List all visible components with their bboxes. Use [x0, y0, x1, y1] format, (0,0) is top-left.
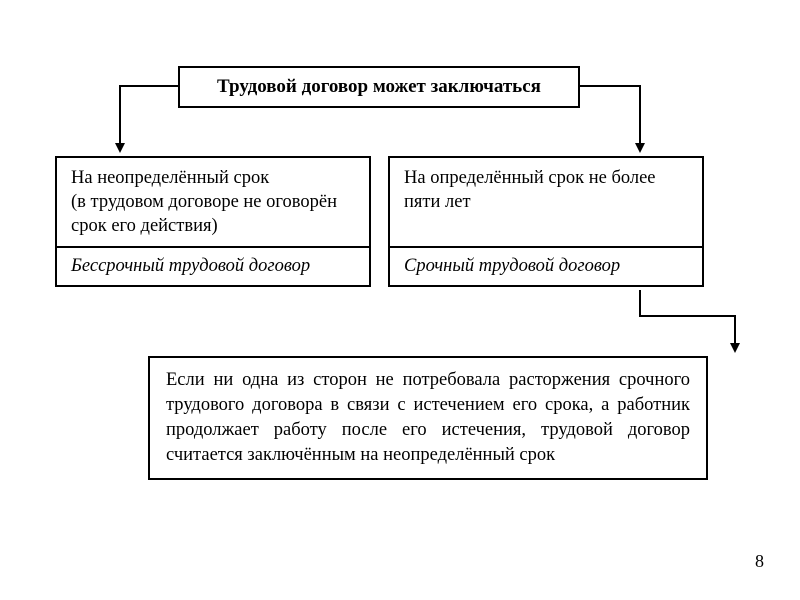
- title-box: Трудовой договор может заключаться: [178, 66, 580, 108]
- note-text: Если ни одна из сторон не потребовала ра…: [166, 370, 690, 465]
- note-box: Если ни одна из сторон не потребовала ра…: [148, 356, 708, 480]
- left-option-box: На неопределённый срок (в трудовом догов…: [55, 156, 371, 287]
- right-option-label: Срочный трудовой договор: [390, 248, 702, 285]
- page-number: 8: [755, 551, 764, 572]
- title-text: Трудовой договор может заключаться: [217, 76, 541, 97]
- left-option-label: Бессрочный трудовой договор: [57, 248, 369, 285]
- right-option-box: На определённый срок не более пяти лет С…: [388, 156, 704, 287]
- right-option-description: На определённый срок не более пяти лет: [390, 158, 702, 248]
- diagram-canvas: Трудовой договор может заключаться На не…: [0, 0, 800, 600]
- left-option-description: На неопределённый срок (в трудовом догов…: [57, 158, 369, 248]
